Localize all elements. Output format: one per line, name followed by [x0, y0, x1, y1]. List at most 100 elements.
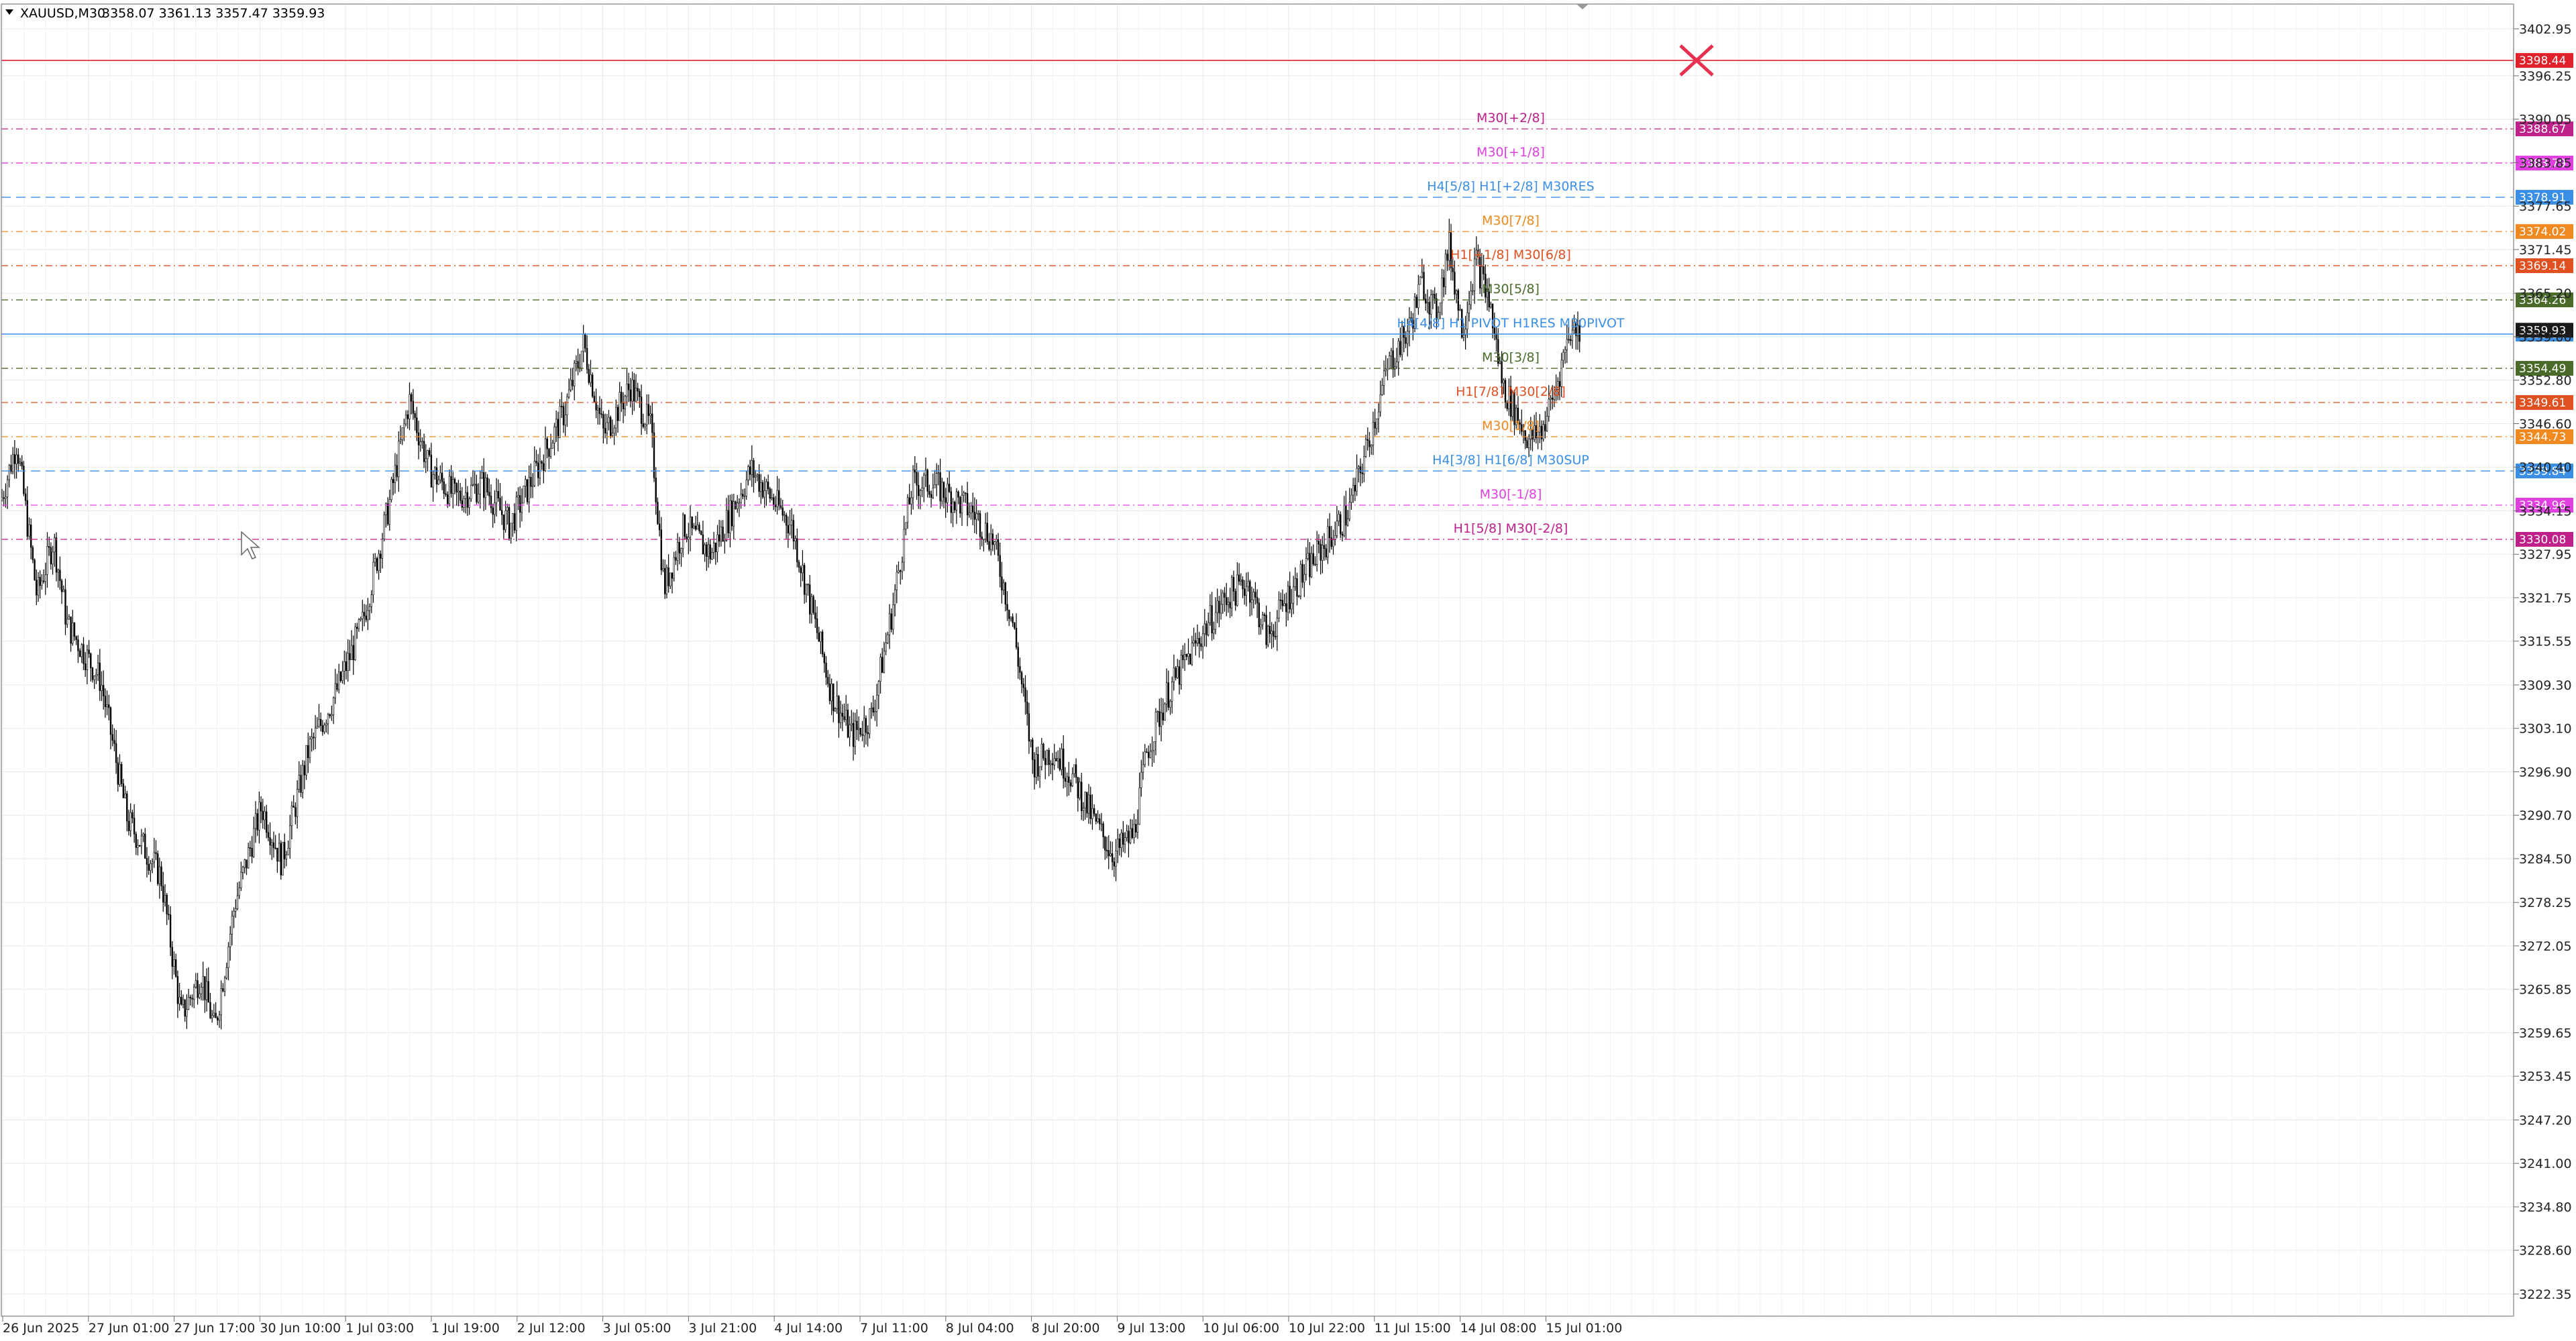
candle-body	[1238, 574, 1240, 582]
candle-body	[966, 493, 969, 516]
candle-body	[782, 507, 784, 516]
candle-body	[459, 490, 462, 501]
candle-body	[1303, 574, 1305, 583]
price-tick-label: 3352.80	[2519, 374, 2572, 388]
price-tick-label: 3222.35	[2519, 1287, 2572, 1302]
candle-body	[363, 612, 366, 616]
candle-body	[575, 361, 578, 364]
candle-body	[327, 714, 329, 725]
plot-border	[1, 3, 2514, 1317]
candle-body	[287, 847, 289, 855]
current-price-label: 3359.93	[2519, 324, 2566, 337]
time-tick-label: 27 Jun 17:00	[174, 1321, 256, 1336]
candle-body	[1093, 808, 1095, 814]
candle-body	[21, 462, 23, 467]
candle-body	[90, 653, 92, 669]
candle-body	[544, 438, 547, 472]
candle-body	[1191, 643, 1193, 665]
candle-body	[283, 842, 286, 859]
candle-body	[458, 490, 460, 492]
candle-body	[1491, 303, 1494, 329]
close-cross-icon[interactable]	[1679, 44, 1714, 76]
candle-body	[671, 572, 674, 579]
candle-body	[606, 422, 608, 434]
candle-body	[513, 513, 516, 531]
candle-body	[5, 496, 7, 499]
time-tick-label: 9 Jul 13:00	[1117, 1321, 1185, 1336]
candle-body	[314, 727, 317, 739]
candle-body	[572, 380, 574, 386]
candle-body	[1390, 350, 1393, 356]
candle-body	[802, 565, 804, 574]
candle-body	[843, 716, 845, 720]
candle-body	[160, 866, 162, 887]
candle-body	[1205, 623, 1208, 635]
candle-body	[1413, 297, 1416, 329]
candle-body	[905, 522, 907, 530]
candle-body	[1147, 752, 1150, 758]
candle-body	[292, 806, 294, 808]
candle-body	[1381, 385, 1383, 395]
candle-body	[1173, 667, 1175, 682]
candle-body	[62, 589, 65, 592]
candle-body	[778, 490, 780, 506]
candle-body	[1022, 684, 1025, 688]
candle-body	[1050, 763, 1052, 765]
candle-body	[1283, 603, 1285, 606]
candle-body	[428, 450, 431, 455]
candle-body	[906, 497, 909, 523]
candle-body	[694, 525, 697, 530]
candle-body	[1061, 749, 1063, 770]
candle-body	[1035, 754, 1037, 777]
scroll-marker-icon[interactable]	[1576, 4, 1589, 9]
level-label: M30[-1/8]	[1480, 487, 1542, 502]
caret-down-icon[interactable]	[5, 9, 13, 15]
candle-body	[1002, 582, 1005, 591]
candle-body	[602, 414, 604, 429]
candle-body	[753, 460, 755, 478]
candle-body	[619, 392, 621, 421]
candle-body	[231, 916, 233, 934]
candle-body	[825, 662, 827, 678]
candle-body	[609, 417, 612, 436]
candle-body	[1165, 682, 1168, 704]
candle-body	[910, 497, 912, 504]
candle-body	[155, 852, 157, 854]
candle-body	[1309, 553, 1311, 578]
candle-body	[381, 539, 384, 559]
candle-body	[354, 627, 356, 660]
candle-body	[698, 525, 700, 532]
candle-body	[121, 764, 123, 784]
candle-body	[1159, 711, 1161, 727]
candle-body	[979, 513, 981, 537]
candle-body	[349, 653, 351, 660]
candle-body	[396, 465, 398, 478]
candle-body	[1057, 758, 1059, 761]
candle-body	[215, 1012, 217, 1018]
candle-body	[1213, 629, 1215, 634]
level-label: H4[5/8] H1[+2/8] M30RES	[1427, 179, 1594, 194]
level-price-label: 3364.26	[2519, 294, 2566, 307]
candle-body	[1209, 605, 1212, 623]
candle-body	[1376, 418, 1378, 429]
candle-body	[372, 561, 374, 596]
candle-body	[800, 567, 802, 574]
candle-body	[1564, 350, 1566, 353]
candle-body	[207, 981, 209, 1003]
candle-body	[733, 501, 735, 527]
candle-body	[417, 432, 420, 445]
candle-body	[1310, 553, 1313, 578]
candle-body	[46, 546, 48, 575]
candle-body	[714, 542, 717, 552]
candle-body	[271, 842, 273, 846]
candle-body	[981, 536, 983, 539]
candle-body	[153, 852, 155, 863]
candle-body	[582, 333, 584, 352]
chart-axes: 3402.95 3396.25 3390.05 3383.85 3377.65 3371.…	[1, 3, 2572, 1336]
candle-body	[760, 482, 762, 492]
candle-body	[684, 515, 686, 537]
candle-body	[241, 867, 244, 873]
candle-body	[626, 383, 628, 397]
